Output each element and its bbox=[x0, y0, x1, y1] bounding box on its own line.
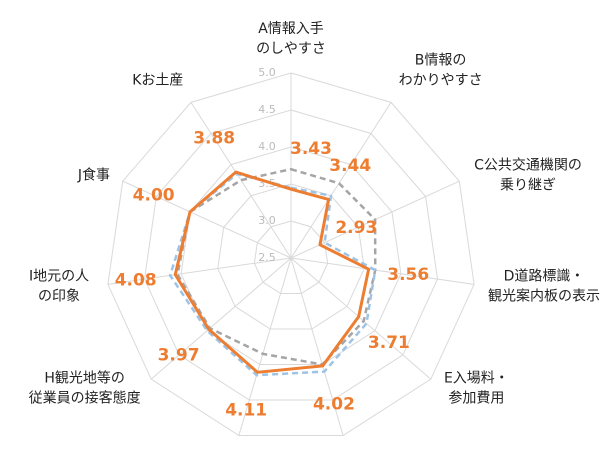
spoke bbox=[290, 257, 432, 380]
value-label: 3.43 bbox=[290, 139, 332, 159]
category-label: I地元の人の印象 bbox=[29, 268, 89, 304]
category-label: Kお土産 bbox=[132, 73, 183, 89]
spoke bbox=[150, 257, 292, 380]
spoke bbox=[238, 257, 292, 436]
category-label: B情報のわかりやすさ bbox=[399, 53, 483, 89]
spoke bbox=[190, 102, 292, 259]
category-label: H観光地等の従業員の接客態度 bbox=[29, 369, 141, 406]
value-label: 4.02 bbox=[313, 394, 355, 414]
value-label: 2.93 bbox=[335, 218, 377, 238]
value-label: 4.00 bbox=[133, 185, 175, 205]
spoke bbox=[122, 180, 292, 259]
category-label: E入場料・参加費用 bbox=[444, 370, 509, 406]
grid-ring bbox=[217, 183, 365, 330]
spoke bbox=[107, 257, 292, 285]
value-label: 3.44 bbox=[329, 156, 371, 176]
spoke bbox=[290, 102, 392, 259]
tick-label: 4.0 bbox=[258, 140, 276, 153]
grid-ring bbox=[107, 72, 475, 437]
series-line bbox=[173, 170, 371, 374]
grid-ring bbox=[143, 109, 439, 401]
category-label: J食事 bbox=[77, 166, 110, 183]
value-label: 3.97 bbox=[158, 345, 200, 365]
tick-label: 4.5 bbox=[258, 103, 276, 116]
value-label: 3.88 bbox=[193, 128, 235, 148]
value-label: 3.56 bbox=[387, 265, 429, 285]
category-label: D道路標識・観光案内板の表示 bbox=[488, 268, 600, 304]
tick-label: 2.5 bbox=[258, 251, 276, 264]
tick-label: 5.0 bbox=[258, 66, 276, 79]
spoke bbox=[290, 257, 475, 285]
value-label: 3.71 bbox=[368, 333, 410, 353]
value-label: 4.08 bbox=[115, 270, 157, 290]
tick-label: 3.0 bbox=[258, 214, 276, 227]
category-label: A情報入手のしやすさ bbox=[256, 21, 326, 57]
series-line bbox=[176, 167, 377, 366]
spoke bbox=[290, 257, 344, 436]
value-label: 4.11 bbox=[225, 401, 267, 421]
category-label: C公共交通機関の乗り継ぎ bbox=[474, 156, 582, 193]
